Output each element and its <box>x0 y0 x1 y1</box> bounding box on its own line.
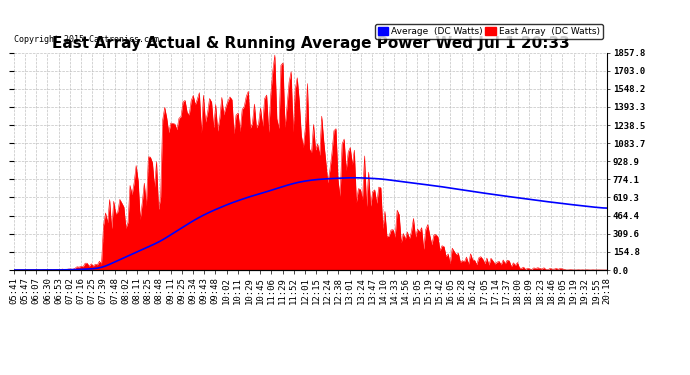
Text: Copyright 2015 Cartronics.com: Copyright 2015 Cartronics.com <box>14 35 159 44</box>
Title: East Array Actual & Running Average Power Wed Jul 1 20:33: East Array Actual & Running Average Powe… <box>52 36 569 51</box>
Legend: Average  (DC Watts), East Array  (DC Watts): Average (DC Watts), East Array (DC Watts… <box>375 24 602 39</box>
